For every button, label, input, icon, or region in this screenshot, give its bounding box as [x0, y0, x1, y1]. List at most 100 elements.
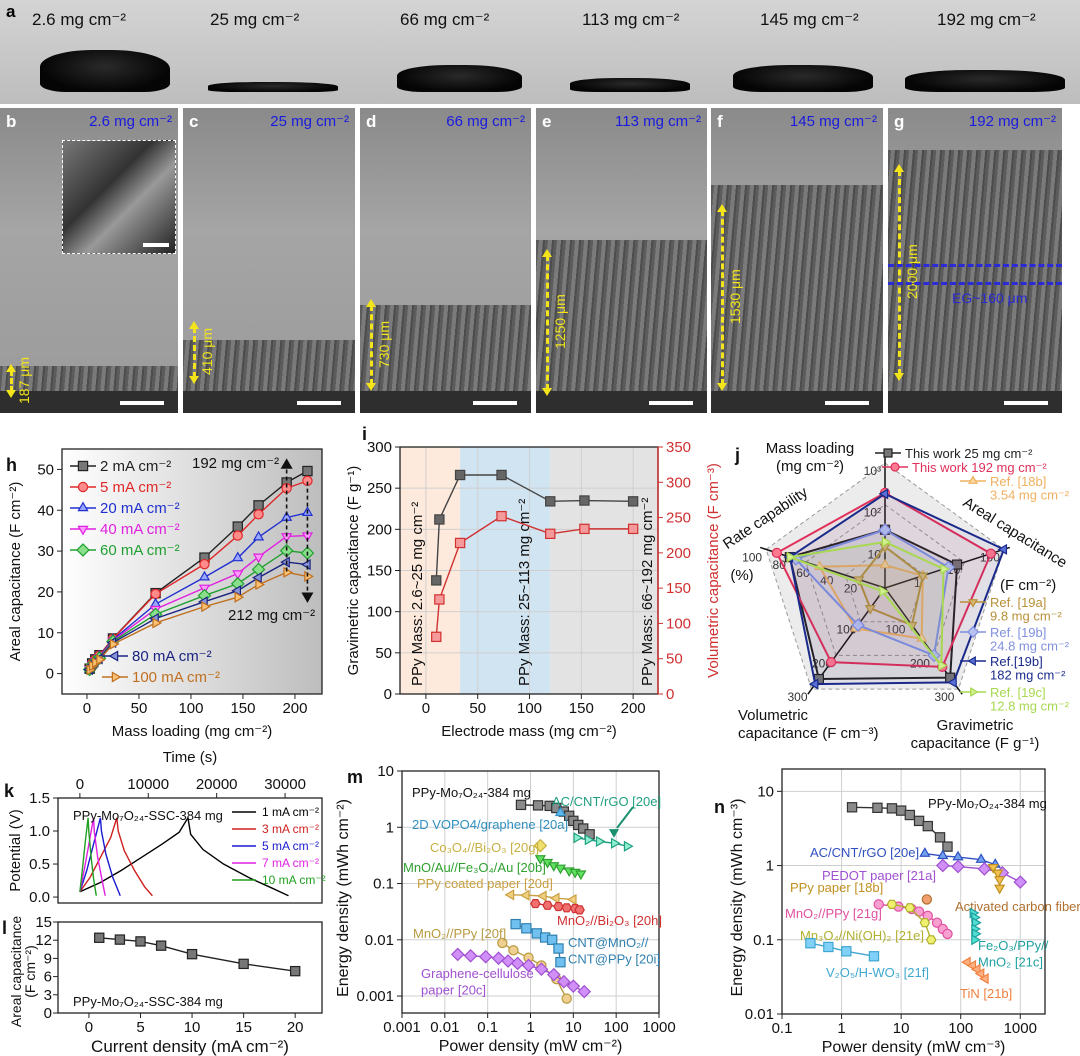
- y2-tick-label: 50: [666, 651, 683, 668]
- legend-item: 100 mA cm⁻²: [102, 669, 220, 686]
- radar-point: [864, 605, 876, 615]
- sem-inset: [62, 140, 176, 254]
- mass-label: 145 mg cm⁻²: [760, 10, 859, 29]
- series-line: [891, 903, 932, 941]
- data-point: [579, 495, 590, 506]
- y-tick-label: 0.001: [356, 988, 394, 1005]
- data-point: [496, 510, 507, 522]
- data-point: [987, 863, 999, 874]
- data-point: [977, 862, 992, 876]
- legend-label: 1 mA cm⁻²: [262, 805, 319, 819]
- y-axis-label: Energy density (mWh cm⁻²): [335, 799, 352, 997]
- chart-i: 0 50 100 150 200 0 50 100 150 200 250 300 0 50 100 150 2…: [345, 439, 722, 740]
- data-point: [971, 917, 982, 929]
- data-series: [961, 956, 989, 985]
- data-point: [935, 858, 950, 873]
- data-point: [434, 514, 445, 525]
- electrode-sample: [397, 65, 522, 92]
- radar-point: [917, 572, 929, 583]
- legend-label: This work 192 mg cm⁻²: [912, 460, 1047, 475]
- legend-label: Ref. [19c] 12.8 mg cm⁻²: [990, 685, 1070, 714]
- radar-polygon: [788, 492, 1006, 686]
- legend-label: 40 mA cm⁻²: [100, 521, 180, 538]
- data-series: [450, 947, 592, 999]
- legend-item: Ref. [19c] 12.8 mg cm⁻²: [960, 685, 1070, 714]
- data-point: [942, 841, 953, 852]
- radar-tick-label: 80: [773, 558, 787, 572]
- thickness-arrow: [366, 299, 376, 391]
- region-label: PPy Mass: 66~192 mg cm⁻²: [639, 498, 656, 686]
- sem-panel-f: f 145 mg cm⁻² 1530 μm: [711, 108, 883, 413]
- legend-item: Ref. [19b] 24.8 mg cm⁻²: [960, 625, 1070, 654]
- legend-item: 7 mA cm⁻²: [232, 856, 319, 870]
- x-tick-label: 50: [131, 700, 148, 717]
- panel-letter: e: [542, 112, 552, 131]
- y-tick-label: 0.01: [365, 932, 394, 949]
- mass-label: 192 mg cm⁻²: [968, 113, 1056, 130]
- data-point: [496, 469, 507, 481]
- data-point: [610, 837, 621, 849]
- data-series: [86, 566, 314, 676]
- radar-point: [851, 618, 865, 632]
- legend-marker: [883, 448, 893, 458]
- mass-label: 66 mg cm⁻²: [400, 10, 490, 29]
- data-point: [921, 894, 933, 905]
- data-point: [114, 934, 126, 945]
- substrate-layer: [183, 391, 355, 413]
- y-axis-label: Energy density (mWh cm⁻³): [729, 799, 746, 997]
- series-line: [79, 815, 289, 897]
- data-point: [913, 906, 925, 917]
- callout-arrow: [616, 806, 634, 829]
- data-point: [94, 932, 105, 943]
- series-label: PPy coated paper [20d]: [417, 876, 553, 891]
- data-point: [913, 815, 925, 827]
- y2-tick-label: 350: [666, 439, 691, 456]
- series-label: V₂O₅/H-WO₃ [21f]: [826, 965, 929, 980]
- data-point: [555, 956, 566, 968]
- x-axis-label: Power density (mW cm⁻²): [439, 1038, 623, 1055]
- data-series: [510, 918, 566, 968]
- x-tick-label: 150: [230, 700, 255, 717]
- x-tick-label: 30000: [264, 776, 306, 793]
- legend-item: 1 mA cm⁻²: [232, 805, 319, 819]
- radar-point: [786, 551, 797, 563]
- data-series: [94, 932, 301, 977]
- arrow-head-down-icon: [301, 592, 314, 603]
- data-point: [922, 820, 933, 832]
- substrate-layer: [888, 391, 1062, 413]
- y-tick-label: 0.1: [753, 932, 774, 949]
- radar-point: [879, 585, 889, 597]
- series-line: [79, 817, 106, 896]
- legend-label: Ref. [18b] 3.54 mg cm⁻²: [990, 474, 1070, 503]
- data-point: [252, 572, 262, 584]
- data-point: [574, 905, 585, 915]
- y-axis-label: Potential (V): [7, 809, 24, 892]
- panel-letter: c: [189, 112, 199, 131]
- data-series: [935, 858, 1028, 889]
- data-point: [873, 899, 884, 910]
- y-tick-label: 1.5: [29, 790, 50, 807]
- data-series: [534, 855, 587, 881]
- radar-ring: [844, 545, 926, 623]
- substrate-layer: [711, 391, 883, 413]
- data-point: [454, 537, 466, 549]
- x-tick-label: 0: [85, 1019, 93, 1036]
- data-point: [919, 847, 931, 857]
- y-tick-label: 9: [44, 950, 52, 967]
- data-point: [549, 892, 560, 904]
- panel-letter-n: n: [714, 797, 725, 817]
- data-point: [623, 840, 634, 852]
- y-tick-label: 6: [44, 969, 52, 986]
- y-tick-label: 0.1: [373, 876, 394, 893]
- scale-bar: [825, 401, 869, 405]
- thickness-arrow: [717, 204, 727, 391]
- data-point: [846, 802, 858, 813]
- y2-tick-label: 300: [666, 474, 691, 491]
- x-tick-label: 0.1: [477, 1019, 498, 1036]
- x-tick-label: 15: [235, 1019, 252, 1036]
- data-series: [969, 907, 982, 946]
- data-point: [536, 890, 547, 902]
- y-axis-label: Gravimetric capacitance (F g⁻¹): [345, 466, 362, 676]
- data-series: [431, 510, 639, 643]
- eg-boundary-line: [888, 264, 1062, 267]
